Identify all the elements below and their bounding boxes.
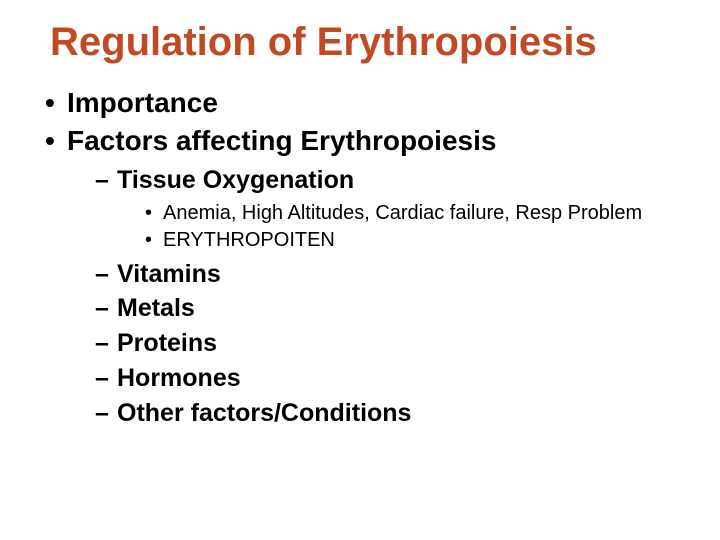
item-text: Vitamins	[117, 260, 221, 288]
item-text: Metals	[117, 294, 195, 322]
list-item: Metals	[95, 292, 690, 326]
list-item: Anemia, High Altitudes, Cardiac failure,…	[145, 200, 690, 227]
list-item: Importance	[45, 85, 690, 121]
bullet-list-level1: Importance Factors affecting Erythropoie…	[45, 85, 690, 430]
item-text: Tissue Oxygenation	[117, 166, 354, 194]
bullet-list-level3: Anemia, High Altitudes, Cardiac failure,…	[145, 200, 690, 254]
list-item: ERYTHROPOITEN	[145, 227, 690, 254]
list-item: Vitamins	[95, 258, 690, 292]
slide-title: Regulation of Erythropoiesis	[30, 20, 690, 65]
list-item: Proteins	[95, 327, 690, 361]
item-text: Hormones	[117, 364, 241, 392]
item-text: ERYTHROPOITEN	[163, 229, 335, 251]
bullet-list-level2: Tissue Oxygenation Anemia, High Altitude…	[95, 164, 690, 431]
item-text: Factors affecting Erythropoiesis	[67, 125, 496, 156]
slide-container: Regulation of Erythropoiesis Importance …	[0, 0, 720, 430]
list-item: Hormones	[95, 362, 690, 396]
list-item: Tissue Oxygenation Anemia, High Altitude…	[95, 164, 690, 254]
item-text: Importance	[67, 87, 218, 118]
item-text: Other factors/Conditions	[117, 399, 411, 427]
list-item: Other factors/Conditions	[95, 397, 690, 431]
item-text: Proteins	[117, 329, 217, 357]
list-item: Factors affecting Erythropoiesis Tissue …	[45, 123, 690, 430]
item-text: Anemia, High Altitudes, Cardiac failure,…	[163, 202, 642, 224]
